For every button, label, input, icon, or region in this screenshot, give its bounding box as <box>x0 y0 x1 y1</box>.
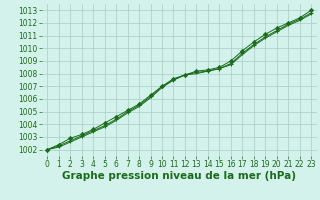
X-axis label: Graphe pression niveau de la mer (hPa): Graphe pression niveau de la mer (hPa) <box>62 171 296 181</box>
